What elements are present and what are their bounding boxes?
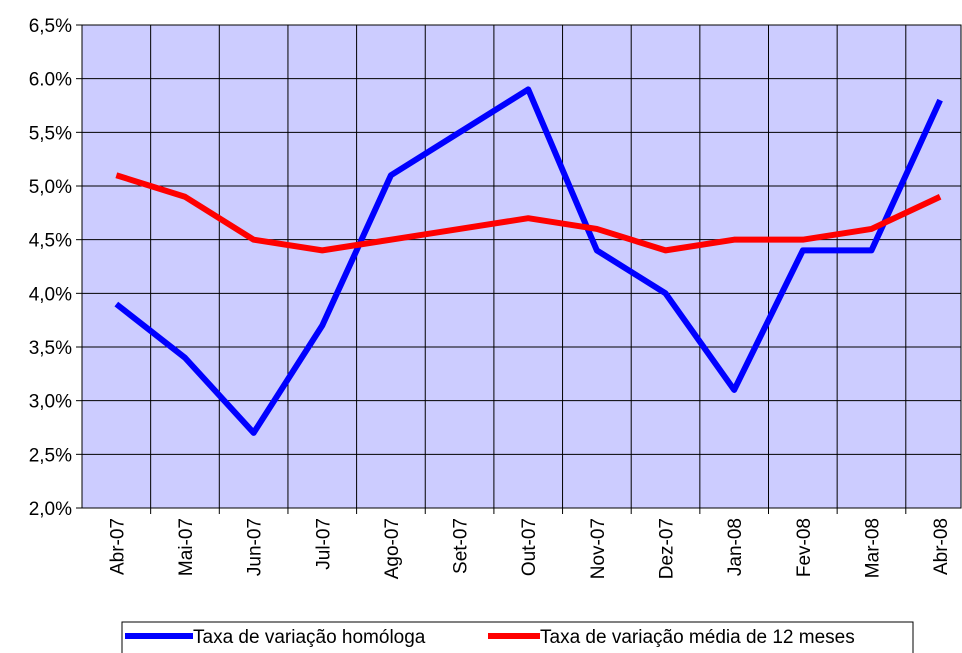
y-tick-label: 5,5% [29, 123, 72, 144]
y-tick-label: 4,5% [29, 231, 72, 252]
y-tick-label: 6,5% [29, 16, 72, 37]
series-line [114, 86, 943, 436]
x-tick-label: Set-07 [451, 518, 472, 574]
x-tick-label: Abr-08 [931, 518, 952, 575]
y-tick-label: 2,0% [29, 499, 72, 520]
x-tick-label: Jul-07 [313, 518, 334, 570]
x-tick-label: Nov-07 [588, 518, 609, 579]
x-tick-label: Mai-07 [176, 518, 197, 576]
legend-label: Taxa de variação média de 12 meses [540, 627, 855, 648]
x-tick-label: Jan-08 [725, 518, 746, 576]
plot-area [81, 24, 962, 509]
y-tick-label: 3,0% [29, 392, 72, 413]
y-tick-label: 5,0% [29, 177, 72, 198]
x-tick-label: Fev-08 [794, 518, 815, 577]
x-tick-label: Jun-07 [245, 518, 266, 576]
x-tick-label: Dez-07 [657, 518, 678, 579]
y-tick-label: 2,5% [29, 445, 72, 466]
x-tick-label: Abr-07 [107, 518, 128, 575]
x-tick-label: Out-07 [519, 518, 540, 576]
y-tick-label: 6.0% [29, 70, 72, 91]
x-tick-label: Ago-07 [382, 518, 403, 579]
series-line [115, 172, 942, 254]
x-tick-label: Mar-08 [862, 518, 883, 578]
y-tick-label: 3,5% [29, 338, 72, 359]
y-tick-label: 4,0% [29, 284, 72, 305]
legend-label: Taxa de variação homóloga [193, 627, 426, 648]
